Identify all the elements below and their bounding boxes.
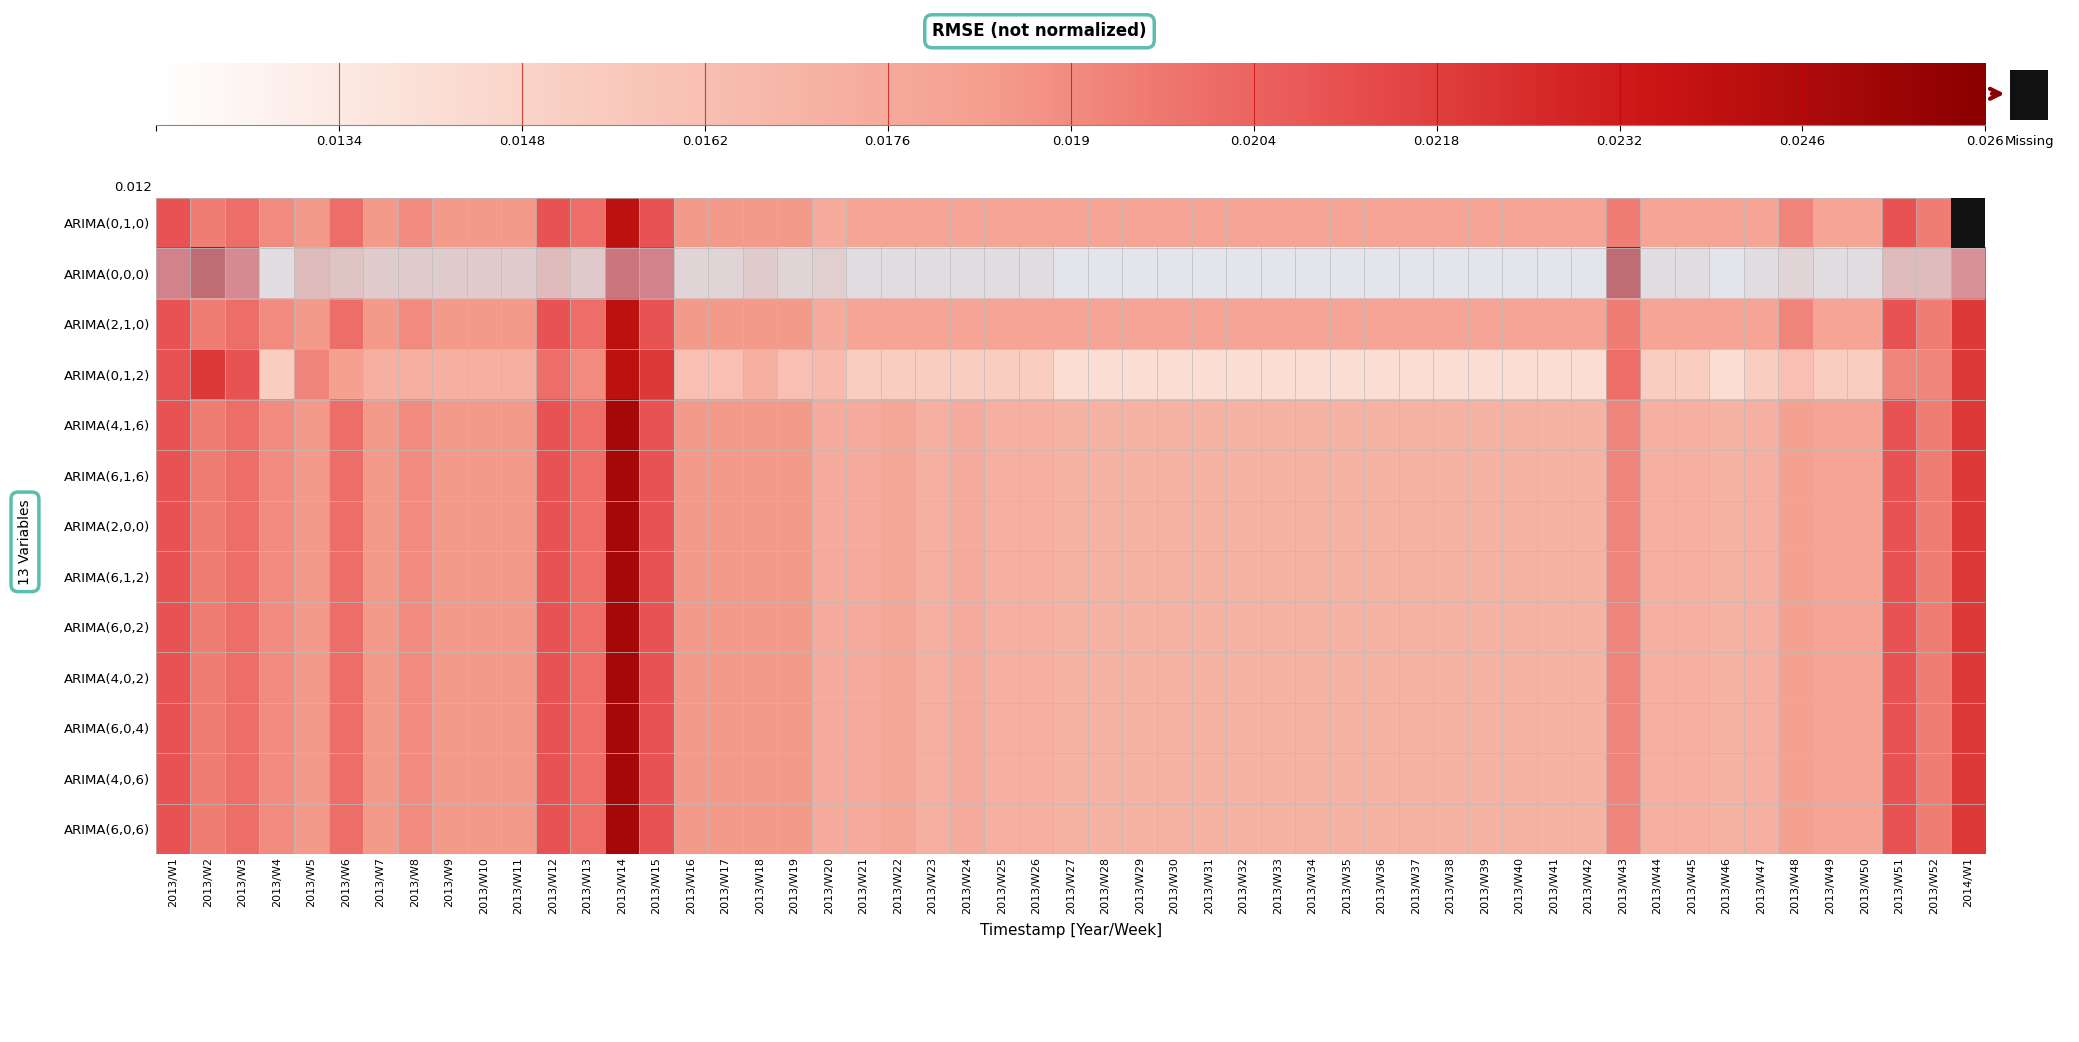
Text: Missing: Missing [2004, 135, 2054, 148]
Bar [156, 248, 1985, 299]
Text: RMSE (not normalized): RMSE (not normalized) [931, 22, 1148, 41]
Bar [1950, 198, 1985, 248]
Text: 0.012: 0.012 [114, 181, 152, 194]
Text: 13 Variables: 13 Variables [19, 499, 31, 585]
X-axis label: Timestamp [Year/Week]: Timestamp [Year/Week] [979, 922, 1162, 938]
